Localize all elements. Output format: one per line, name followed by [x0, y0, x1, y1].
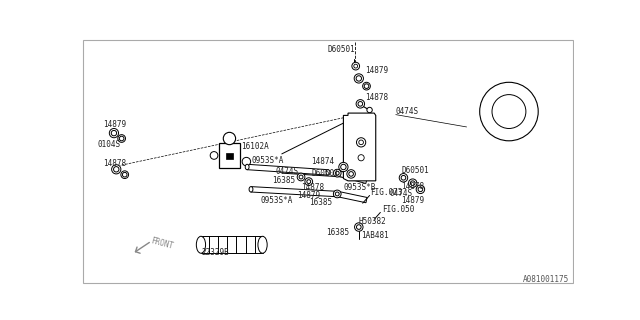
Circle shape — [111, 165, 121, 174]
Circle shape — [363, 82, 371, 90]
Circle shape — [401, 175, 406, 180]
Text: 0953S*B: 0953S*B — [344, 182, 376, 191]
Circle shape — [305, 178, 312, 186]
Text: 14878: 14878 — [401, 182, 424, 191]
Circle shape — [356, 100, 365, 108]
Circle shape — [223, 132, 236, 145]
Text: 16102A: 16102A — [241, 142, 269, 151]
Ellipse shape — [326, 170, 330, 175]
Text: 1AB481: 1AB481 — [361, 231, 389, 240]
Text: 0104S: 0104S — [97, 140, 120, 149]
Circle shape — [210, 152, 218, 159]
Circle shape — [122, 172, 127, 177]
Text: 22329B: 22329B — [201, 248, 228, 257]
Text: 0474S: 0474S — [390, 189, 413, 198]
Polygon shape — [337, 191, 367, 203]
Text: 14878: 14878 — [103, 159, 126, 168]
Text: FIG.050: FIG.050 — [382, 205, 414, 214]
Circle shape — [355, 223, 363, 231]
Circle shape — [340, 164, 346, 170]
Circle shape — [358, 155, 364, 161]
Circle shape — [358, 101, 363, 106]
Circle shape — [410, 181, 415, 186]
Circle shape — [352, 62, 360, 70]
Ellipse shape — [258, 236, 267, 253]
Circle shape — [354, 74, 364, 83]
Text: 0474S: 0474S — [396, 107, 419, 116]
Ellipse shape — [249, 187, 253, 192]
Polygon shape — [344, 113, 376, 181]
Circle shape — [408, 179, 417, 188]
Polygon shape — [337, 171, 367, 183]
Circle shape — [399, 173, 408, 182]
Ellipse shape — [245, 164, 249, 170]
Circle shape — [109, 129, 118, 138]
Circle shape — [416, 185, 424, 194]
Text: 14879: 14879 — [103, 120, 126, 129]
Circle shape — [349, 172, 353, 176]
Circle shape — [111, 131, 116, 136]
Circle shape — [333, 169, 341, 177]
Polygon shape — [247, 164, 328, 175]
Text: 16385: 16385 — [273, 176, 296, 185]
Text: FRONT: FRONT — [150, 236, 175, 251]
Text: 0953S*A: 0953S*A — [251, 156, 284, 165]
Bar — [219, 143, 240, 168]
Text: 16385: 16385 — [326, 228, 349, 237]
Text: 14879: 14879 — [297, 191, 321, 200]
Text: H50382: H50382 — [359, 217, 387, 226]
Text: FIG.073: FIG.073 — [371, 188, 403, 197]
Circle shape — [335, 171, 339, 175]
Circle shape — [367, 107, 372, 113]
Circle shape — [364, 84, 369, 88]
Polygon shape — [251, 187, 336, 196]
Text: D60501: D60501 — [311, 169, 339, 178]
Circle shape — [347, 170, 355, 178]
Circle shape — [356, 138, 365, 147]
Circle shape — [359, 140, 364, 145]
Circle shape — [335, 192, 339, 196]
Text: D60501: D60501 — [328, 45, 356, 54]
Text: 14874: 14874 — [311, 157, 334, 166]
Circle shape — [333, 190, 341, 198]
Circle shape — [121, 171, 129, 179]
Text: 0953S*A: 0953S*A — [260, 196, 292, 204]
Text: 0474S: 0474S — [276, 167, 299, 176]
Circle shape — [297, 173, 305, 181]
Circle shape — [299, 175, 303, 179]
Text: 14878: 14878 — [301, 183, 324, 192]
Circle shape — [242, 157, 251, 166]
Circle shape — [354, 64, 358, 68]
Text: 14879: 14879 — [401, 196, 424, 204]
Ellipse shape — [334, 191, 338, 196]
Circle shape — [339, 162, 348, 172]
Text: 16385: 16385 — [308, 198, 332, 207]
Bar — [227, 153, 232, 159]
Circle shape — [119, 136, 124, 141]
Circle shape — [356, 225, 361, 229]
Text: 14878: 14878 — [365, 93, 388, 102]
Circle shape — [113, 167, 119, 172]
Circle shape — [307, 180, 310, 184]
Text: D60501: D60501 — [401, 166, 429, 175]
Circle shape — [356, 76, 362, 81]
Circle shape — [118, 135, 125, 142]
Circle shape — [492, 95, 526, 129]
Circle shape — [480, 82, 538, 141]
Text: A081001175: A081001175 — [523, 275, 569, 284]
Polygon shape — [609, 50, 640, 168]
Text: 14879: 14879 — [365, 66, 388, 75]
Circle shape — [418, 187, 422, 192]
Ellipse shape — [196, 236, 205, 253]
